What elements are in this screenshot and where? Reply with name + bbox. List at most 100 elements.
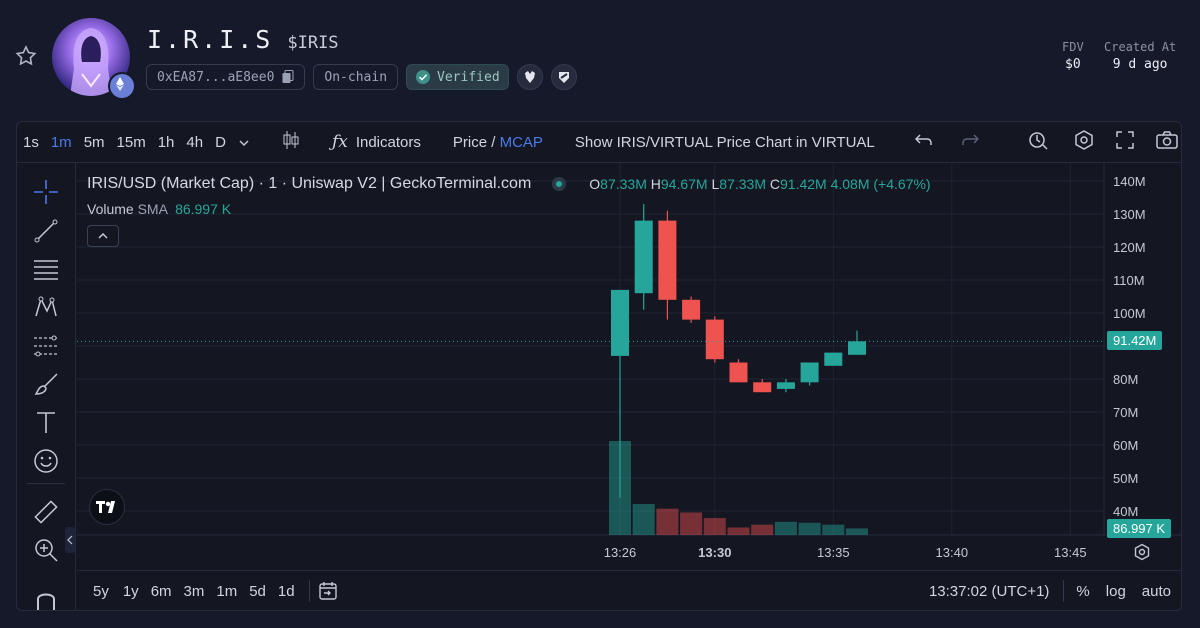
range-5y[interactable]: 5y (93, 582, 109, 600)
interval-1s[interactable]: 1s (23, 133, 39, 151)
settings-gear-icon[interactable] (1063, 129, 1105, 155)
close-label: C (769, 176, 780, 192)
sma-label: SMA (137, 201, 168, 217)
token-ticker: $IRIS (287, 33, 339, 53)
interval-d[interactable]: D (215, 133, 226, 151)
volume-bar (798, 522, 821, 535)
candle-body (611, 289, 629, 356)
copy-icon[interactable] (282, 70, 294, 84)
visibility-toggle-icon[interactable] (551, 176, 567, 192)
brush-icon[interactable] (33, 371, 59, 397)
chart-widget: 1s 1m 5m 15m 1h 4h D ƒx Indicators Price… (16, 121, 1182, 611)
percent-scale-toggle[interactable]: % (1076, 582, 1090, 600)
volume-bar (751, 524, 774, 535)
fdv-label: FDV (1062, 40, 1084, 54)
candle-body (800, 362, 819, 383)
y-tick-label: 110M (1113, 273, 1145, 288)
interval-1m[interactable]: 1m (50, 133, 72, 151)
candle-body (658, 220, 677, 300)
range-1d[interactable]: 1d (277, 582, 295, 600)
range-1m[interactable]: 1m (216, 582, 238, 600)
volume-sma-value: 86.997 K (175, 201, 232, 217)
candle-body (753, 382, 772, 393)
show-virtual-chart-button[interactable]: Show IRIS/VIRTUAL Price Chart in VIRTUAL (574, 133, 875, 151)
symbol-label: IRIS/USD (Market Cap) · 1 · Uniswap V2 |… (87, 175, 532, 192)
magnet-icon[interactable] (33, 587, 59, 610)
text-tool-icon[interactable] (33, 409, 59, 435)
crosshair-icon[interactable] (33, 179, 59, 205)
emoji-icon[interactable] (33, 448, 59, 474)
auto-scale-toggle[interactable]: auto (1141, 582, 1171, 600)
volume-bar (774, 521, 797, 535)
range-5d[interactable]: 5d (249, 582, 266, 600)
range-bar: 5y 1y 6m 3m 1m 5d 1d 13:37:02 (UTC+1) % … (77, 570, 1181, 610)
ruler-icon[interactable] (33, 499, 59, 525)
y-tick-label: 120M (1113, 240, 1146, 255)
chart-area[interactable]: 140M 130M 120M 110M 100M 80M 70M 60M 50M 40M 13:26… (77, 163, 1181, 569)
x-tick-label: 13:30 (698, 545, 731, 560)
alert-icon[interactable] (1013, 129, 1063, 155)
range-3m[interactable]: 3m (183, 582, 205, 600)
time-axis-settings-icon[interactable] (1133, 543, 1151, 566)
on-chain-chip[interactable]: On-chain (313, 64, 399, 90)
y-tick-label: 40M (1113, 504, 1138, 519)
check-icon (415, 69, 431, 85)
collapse-legend-chevron-icon[interactable] (87, 225, 119, 247)
tradingview-logo[interactable] (89, 489, 125, 525)
mcap-label: MCAP (499, 133, 543, 151)
x-tick-label: 13:45 (1054, 545, 1087, 560)
ethereum-icon (108, 72, 136, 100)
interval-dropdown-chevron-icon[interactable] (232, 134, 256, 151)
contract-address-chip[interactable]: 0xEA87...aE8ee0 (146, 64, 306, 90)
high-value: 94.67M (660, 176, 708, 192)
volume-legend: Volume SMA 86.997 K (87, 201, 231, 217)
fib-retracement-icon[interactable] (33, 333, 59, 359)
indicators-button[interactable]: ƒx Indicators (326, 132, 427, 152)
x-tick-label: 13:40 (936, 545, 969, 560)
candlestick-chart[interactable]: 140M 130M 120M 110M 100M 80M 70M 60M 50M 40M 13:26… (77, 163, 1181, 569)
horizontal-lines-icon[interactable] (33, 256, 59, 282)
volume-bar (680, 512, 703, 535)
fullscreen-icon[interactable] (1105, 130, 1145, 154)
candle-body (705, 319, 724, 360)
volume-label: Volume (87, 201, 134, 217)
volume-bar (727, 527, 750, 535)
current-time[interactable]: 13:37:02 (UTC+1) (928, 582, 1050, 600)
interval-1h[interactable]: 1h (157, 133, 175, 151)
token-title: I.R.I.S (147, 25, 274, 54)
volume-bar (632, 503, 655, 535)
interval-5m[interactable]: 5m (83, 133, 105, 151)
interval-15m[interactable]: 15m (116, 133, 146, 151)
favorite-star-icon[interactable] (14, 44, 38, 68)
interval-4h[interactable]: 4h (186, 133, 204, 151)
pattern-icon[interactable] (33, 294, 59, 320)
y-tick-label: 60M (1113, 438, 1138, 453)
undo-icon[interactable] (901, 133, 947, 151)
candle-body (848, 341, 866, 355)
created-at-value: 9 d ago (1112, 57, 1168, 72)
function-icon: ƒx (331, 132, 348, 152)
range-1y[interactable]: 1y (122, 582, 139, 600)
volume-bar (822, 524, 845, 535)
y-tick-label: 100M (1113, 306, 1146, 321)
range-6m[interactable]: 6m (150, 582, 172, 600)
log-scale-toggle[interactable]: log (1105, 582, 1126, 600)
change-value: 4.08M (+4.67%) (830, 176, 931, 192)
contract-address: 0xEA87...aE8ee0 (157, 69, 275, 85)
verified-chip[interactable]: Verified (406, 64, 509, 90)
indicators-label: Indicators (355, 133, 421, 151)
candle-type-icon[interactable] (276, 129, 306, 155)
date-range-calendar-icon[interactable] (318, 581, 338, 601)
screenshot-camera-icon[interactable] (1145, 130, 1181, 154)
price-mcap-toggle[interactable]: Price / MCAP (447, 134, 549, 151)
ohlc-values: O87.33M H94.67M L87.33M C91.42M 4.08M (+… (589, 176, 930, 192)
trend-line-icon[interactable] (33, 218, 59, 244)
security-scan-icon[interactable] (550, 64, 577, 90)
volume-bar (846, 528, 868, 535)
gopluslabs-icon[interactable] (516, 64, 543, 90)
collapse-toolbar-chevron-icon[interactable] (65, 527, 75, 553)
volume-bar (703, 518, 726, 535)
chart-legend: IRIS/USD (Market Cap) · 1 · Uniswap V2 |… (87, 175, 931, 193)
zoom-in-icon[interactable] (33, 537, 59, 563)
redo-icon[interactable] (947, 133, 993, 151)
